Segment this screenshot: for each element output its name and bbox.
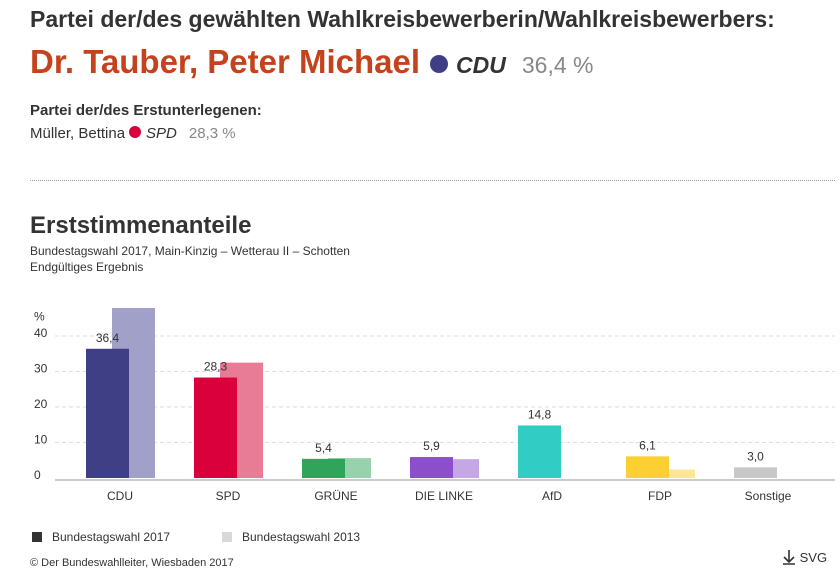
y-tick-label: 10 — [34, 433, 48, 447]
header-title: Partei der/des gewählten Wahlkreisbewerb… — [30, 6, 775, 32]
runner-up-row: Müller, Bettina SPD 28,3 % — [30, 125, 236, 142]
value-label: 3,0 — [747, 450, 764, 464]
winner-share: 36,4 % — [521, 52, 594, 78]
bar — [734, 467, 777, 478]
x-tick-label: DIE LINKE — [415, 489, 473, 503]
winner-name: Dr. Tauber, Peter Michael — [30, 43, 421, 80]
y-tick-label: 40 — [34, 326, 48, 340]
chart-subtitle: Bundestagswahl 2017, Main-Kinzig – Wette… — [30, 244, 350, 258]
party-dot — [430, 55, 449, 73]
bar — [518, 425, 561, 478]
legend-swatch — [222, 532, 232, 542]
x-tick-label: AfD — [542, 489, 562, 503]
chart-title: Erststimmenanteile — [30, 212, 252, 239]
download-icon — [783, 550, 795, 565]
value-label: 28,3 — [204, 360, 228, 374]
source: © Der Bundeswahlleiter, Wiesbaden 2017 — [30, 557, 234, 569]
runner-up-label: Partei der/des Erstunterlegenen: — [30, 102, 262, 119]
bar — [626, 456, 669, 478]
y-tick-label: 20 — [34, 397, 48, 411]
y-axis-label: % — [34, 310, 45, 324]
download-svg[interactable]: SVG — [782, 549, 827, 565]
bar — [652, 469, 695, 478]
value-label: 5,4 — [315, 441, 332, 455]
bar — [194, 377, 237, 478]
legend-label: Bundestagswahl 2013 — [242, 530, 360, 544]
x-tick-label: CDU — [107, 489, 133, 503]
y-tick-label: 30 — [34, 362, 48, 376]
x-tick-label: Sonstige — [745, 489, 792, 503]
chart-subtitle: Endgültiges Ergebnis — [30, 260, 144, 274]
y-tick-label: 0 — [34, 468, 41, 482]
x-tick-label: GRÜNE — [314, 489, 357, 503]
runner-up-share: 28,3 % — [188, 125, 236, 142]
runner-up-name: Müller, Bettina — [30, 125, 126, 142]
value-label: 6,1 — [639, 439, 656, 453]
value-label: 14,8 — [528, 408, 552, 422]
download-label: SVG — [799, 550, 828, 565]
x-tick-label: FDP — [648, 489, 672, 503]
runner-up-party: SPD — [146, 125, 177, 142]
bar — [410, 457, 453, 478]
legend-swatch — [32, 532, 42, 542]
winner-row: Dr. Tauber, Peter Michael CDU 36,4 % — [30, 43, 594, 81]
x-tick-label: SPD — [216, 489, 241, 503]
value-label: 5,9 — [423, 439, 440, 453]
bar — [302, 458, 345, 478]
bar — [86, 348, 129, 478]
separator — [30, 180, 835, 181]
legend-label: Bundestagswahl 2017 — [52, 530, 170, 544]
winner-party: CDU — [456, 52, 506, 78]
party-dot — [129, 126, 142, 138]
value-label: 36,4 — [96, 331, 120, 345]
